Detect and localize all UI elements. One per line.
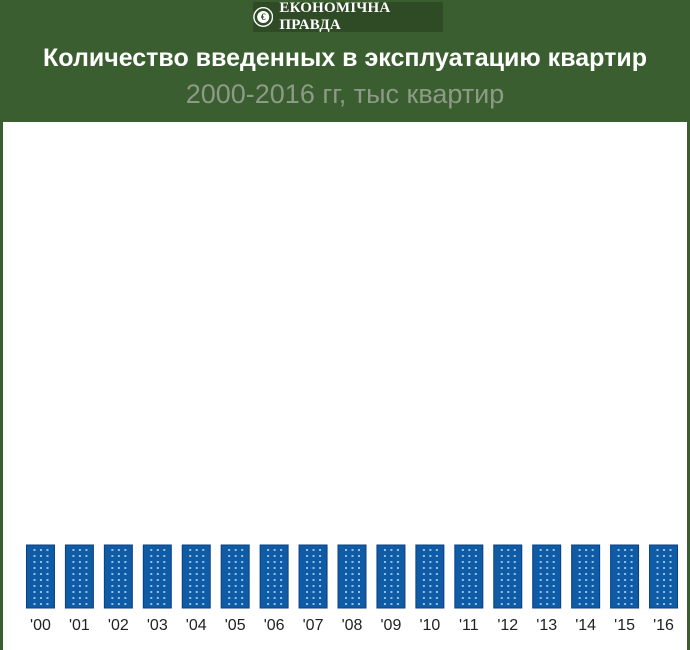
bar-5 [220,544,250,609]
bar-1 [64,544,94,609]
chart-title: Количество введенных в эксплуатацию квар… [43,44,647,72]
x-tick-label: '05 [225,617,246,634]
bar-0 [25,544,55,609]
x-tick-label: '08 [342,617,363,634]
x-tick-label: '02 [108,617,129,634]
bar-9 [376,544,406,609]
brand-name: ЕКОНОМІЧНА ПРАВДА [279,0,391,33]
x-tick-label: '00 [30,617,51,634]
x-tick-label: '12 [497,617,518,634]
header-banner: € ЕКОНОМІЧНА ПРАВДА Количество введенных… [0,0,690,122]
x-tick-label: '06 [264,617,285,634]
x-tick-label: '16 [653,617,674,634]
bar-14 [571,544,601,609]
bar-8 [337,544,367,609]
x-tick-label: '01 [69,617,90,634]
x-tick-label: '14 [575,617,596,634]
x-tick-label: '09 [381,617,402,634]
plot-area: '00 '01 '02 '03 '04 '05 '06 '07 '08 '09 '10 '11 '12 '… [0,122,690,650]
bar-6 [259,544,289,609]
bar-chart: '00 '01 '02 '03 '04 '05 '06 '07 '08 '09 '10 '11 '12 '… [25,544,679,634]
bar-11 [454,544,484,609]
bar-10 [415,544,445,609]
bar-16 [649,544,679,609]
bar-4 [181,544,211,609]
x-tick-label: '10 [419,617,440,634]
bar-2 [103,544,133,609]
x-tick-label: '11 [459,617,479,634]
brand-bar: € ЕКОНОМІЧНА ПРАВДА [253,0,443,33]
brand-logo-icon: € [253,7,274,27]
x-tick-label: '04 [186,617,207,634]
x-tick-label: '15 [614,617,635,634]
chart-subtitle: 2000-2016 гг, тыс квартир [185,79,505,109]
bar-12 [493,544,523,609]
bar-13 [532,544,562,609]
x-tick-label: '13 [536,617,557,634]
bar-15 [610,544,640,609]
bar-7 [298,544,328,609]
svg-text:€: € [261,13,266,23]
bar-3 [142,544,172,609]
x-tick-label: '03 [147,617,168,634]
x-tick-label: '07 [303,617,324,634]
